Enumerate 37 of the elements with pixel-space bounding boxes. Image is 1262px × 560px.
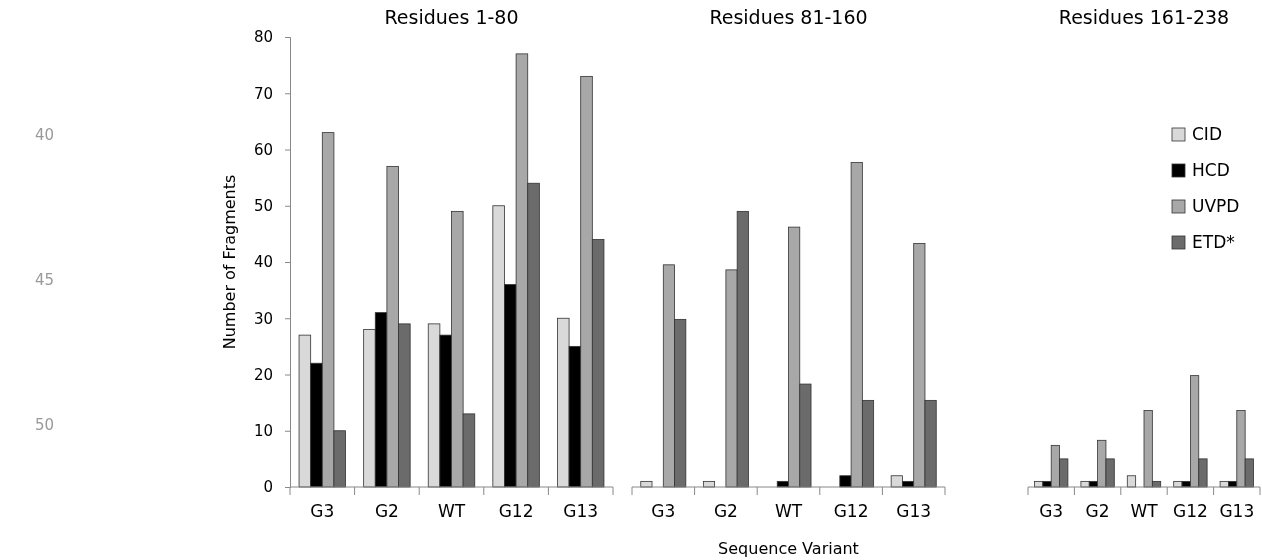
text: 50: [35, 416, 55, 434]
chart-title: Residues 161-238: [1058, 6, 1230, 28]
x-tick-label: G12: [498, 501, 534, 522]
x-tick-label: G2: [1085, 501, 1110, 522]
x-tick-label: G12: [833, 501, 869, 522]
y-tick-label: 70: [253, 84, 273, 103]
y-tick-label: 40: [253, 253, 273, 272]
text: 40: [35, 126, 55, 144]
bar: [1126, 475, 1137, 488]
y-tick-label: 30: [253, 309, 273, 328]
y-tick-label: 50: [253, 197, 273, 216]
x-tick-label: WT: [774, 501, 803, 522]
legend-label: UVPD: [1192, 196, 1240, 216]
y-axis-title: Number of Fragments: [220, 174, 239, 350]
x-tick-label: G2: [713, 501, 738, 522]
y-tick-label: 0: [263, 478, 273, 497]
chart-title: Residues 1-80: [384, 6, 519, 28]
chart-title: Residues 81-160: [709, 6, 868, 28]
y-tick-label: 60: [253, 140, 273, 159]
x-tick-label: G3: [1039, 501, 1064, 522]
y-tick-label: 10: [253, 422, 273, 441]
x-tick-label: WT: [1130, 501, 1159, 522]
x-tick-label: G13: [896, 501, 932, 522]
x-tick-label: G13: [1219, 501, 1255, 522]
x-tick-label: G12: [1172, 501, 1208, 522]
x-tick-label: G2: [374, 501, 399, 522]
legend-label: ETD*: [1192, 232, 1235, 252]
y-tick-label: 20: [253, 365, 273, 384]
legend-label: CID: [1192, 124, 1222, 144]
x-tick-label: WT: [437, 501, 466, 522]
x-tick-label: G13: [563, 501, 599, 522]
y-tick-label: 80: [253, 28, 273, 47]
x-tick-label: G3: [651, 501, 676, 522]
legend-label: HCD: [1192, 160, 1230, 180]
x-tick-label: G3: [310, 501, 335, 522]
x-axis-title: Sequence Variant: [718, 539, 859, 558]
text: 45: [35, 271, 55, 289]
